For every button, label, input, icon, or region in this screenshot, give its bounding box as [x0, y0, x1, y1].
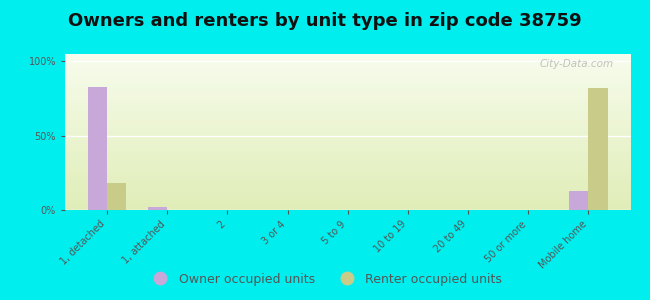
Bar	[569, 191, 588, 210]
Text: Owners and renters by unit type in zip code 38759: Owners and renters by unit type in zip c…	[68, 12, 582, 30]
Bar	[588, 88, 608, 210]
Bar	[107, 183, 126, 210]
Bar	[148, 207, 167, 210]
Legend: Owner occupied units, Renter occupied units: Owner occupied units, Renter occupied un…	[143, 268, 507, 291]
Text: City-Data.com: City-Data.com	[540, 59, 614, 69]
Bar	[88, 87, 107, 210]
